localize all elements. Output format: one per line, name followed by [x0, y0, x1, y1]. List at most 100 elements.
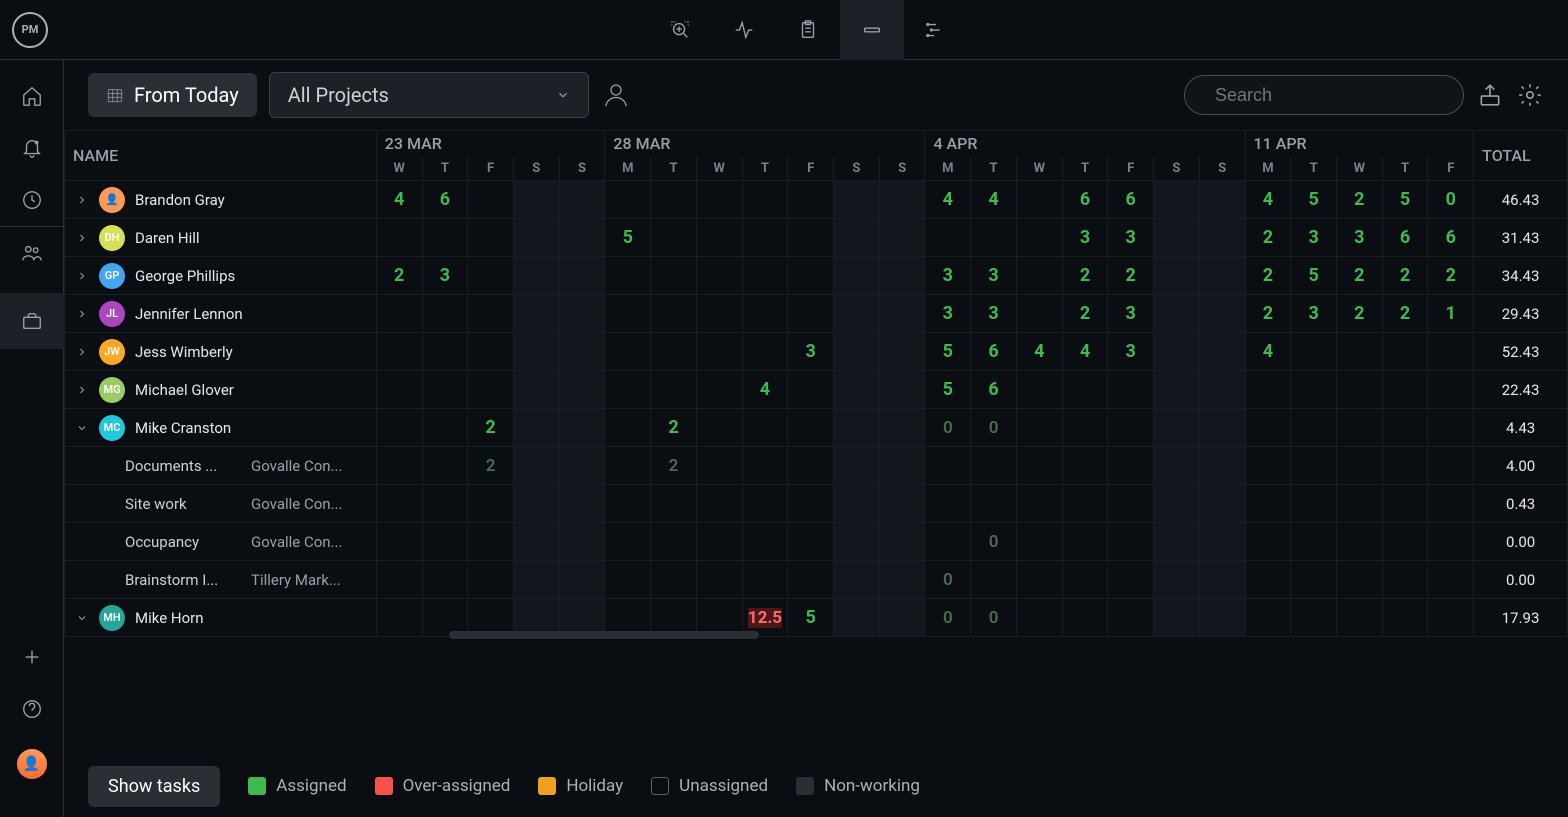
tab-gantt[interactable] — [904, 0, 968, 60]
workload-cell[interactable] — [468, 485, 514, 523]
workload-cell[interactable] — [605, 257, 651, 295]
workload-cell[interactable] — [1291, 561, 1337, 599]
workload-cell[interactable] — [422, 523, 468, 561]
workload-cell[interactable] — [1245, 599, 1291, 637]
workload-cell[interactable]: 2 — [1336, 181, 1382, 219]
workload-cell[interactable] — [651, 371, 697, 409]
workload-cell[interactable] — [788, 523, 834, 561]
workload-cell[interactable] — [879, 295, 925, 333]
expand-toggle[interactable] — [75, 270, 89, 282]
workload-cell[interactable] — [1016, 523, 1062, 561]
workload-cell[interactable] — [1245, 447, 1291, 485]
workload-cell[interactable]: 0 — [925, 599, 971, 637]
from-today-button[interactable]: From Today — [88, 73, 257, 117]
workload-cell[interactable] — [879, 599, 925, 637]
workload-cell[interactable] — [559, 485, 605, 523]
workload-cell[interactable] — [1428, 485, 1474, 523]
workload-cell[interactable]: 6 — [422, 181, 468, 219]
workload-cell[interactable]: 0 — [971, 523, 1017, 561]
workload-cell[interactable] — [605, 181, 651, 219]
workload-cell[interactable] — [1199, 295, 1245, 333]
workload-cell[interactable]: 3 — [925, 257, 971, 295]
workload-cell[interactable] — [742, 181, 788, 219]
workload-cell[interactable]: 5 — [788, 599, 834, 637]
workload-cell[interactable] — [1428, 523, 1474, 561]
export-button[interactable] — [1476, 81, 1504, 109]
workload-cell[interactable] — [1154, 333, 1200, 371]
workload-cell[interactable] — [1245, 371, 1291, 409]
workload-cell[interactable] — [742, 333, 788, 371]
workload-cell[interactable] — [834, 485, 880, 523]
workload-cell[interactable] — [1016, 485, 1062, 523]
workload-cell[interactable] — [1154, 409, 1200, 447]
workload-cell[interactable] — [1336, 599, 1382, 637]
workload-cell[interactable] — [1154, 371, 1200, 409]
workload-cell[interactable] — [376, 485, 422, 523]
workload-cell[interactable] — [513, 333, 559, 371]
workload-cell[interactable] — [1291, 599, 1337, 637]
workload-cell[interactable]: 4 — [1245, 333, 1291, 371]
workload-cell[interactable]: 0 — [971, 599, 1017, 637]
workload-cell[interactable] — [1108, 523, 1154, 561]
workload-cell[interactable] — [376, 333, 422, 371]
workload-cell[interactable] — [834, 447, 880, 485]
workload-cell[interactable]: 4 — [742, 371, 788, 409]
workload-cell[interactable] — [696, 295, 742, 333]
workload-cell[interactable] — [1108, 599, 1154, 637]
workload-cell[interactable] — [605, 485, 651, 523]
workload-cell[interactable] — [1428, 599, 1474, 637]
workload-cell[interactable]: 3 — [1291, 295, 1337, 333]
workload-cell[interactable] — [1199, 485, 1245, 523]
workload-cell[interactable] — [1336, 523, 1382, 561]
workload-cell[interactable] — [1016, 181, 1062, 219]
workload-cell[interactable] — [422, 371, 468, 409]
workload-cell[interactable] — [559, 295, 605, 333]
workload-cell[interactable]: 6 — [1062, 181, 1108, 219]
workload-cell[interactable] — [1199, 181, 1245, 219]
workload-cell[interactable] — [1382, 371, 1428, 409]
workload-cell[interactable] — [651, 257, 697, 295]
workload-cell[interactable]: 2 — [1382, 257, 1428, 295]
workload-cell[interactable] — [879, 371, 925, 409]
workload-cell[interactable] — [605, 523, 651, 561]
workload-cell[interactable] — [1245, 409, 1291, 447]
workload-cell[interactable]: 3 — [971, 295, 1017, 333]
workload-cell[interactable] — [1199, 371, 1245, 409]
workload-cell[interactable] — [1016, 409, 1062, 447]
workload-cell[interactable] — [1062, 447, 1108, 485]
expand-toggle[interactable] — [75, 194, 89, 206]
workload-cell[interactable] — [422, 485, 468, 523]
search-input[interactable] — [1215, 85, 1447, 106]
workload-cell[interactable] — [1245, 485, 1291, 523]
workload-cell[interactable] — [376, 599, 422, 637]
workload-cell[interactable] — [422, 447, 468, 485]
clock-icon[interactable] — [20, 188, 44, 212]
workload-cell[interactable] — [651, 219, 697, 257]
workload-cell[interactable] — [651, 523, 697, 561]
workload-cell[interactable]: 5 — [925, 333, 971, 371]
workload-cell[interactable] — [788, 295, 834, 333]
workload-cell[interactable] — [1291, 409, 1337, 447]
workload-cell[interactable] — [1382, 333, 1428, 371]
workload-cell[interactable]: 3 — [422, 257, 468, 295]
workload-cell[interactable] — [422, 219, 468, 257]
workload-cell[interactable] — [879, 333, 925, 371]
workload-cell[interactable] — [696, 523, 742, 561]
workload-cell[interactable] — [513, 257, 559, 295]
expand-toggle[interactable] — [75, 232, 89, 244]
workload-cell[interactable] — [651, 333, 697, 371]
workload-cell[interactable]: 2 — [651, 447, 697, 485]
workload-cell[interactable] — [788, 561, 834, 599]
workload-cell[interactable] — [468, 257, 514, 295]
workload-cell[interactable] — [1336, 333, 1382, 371]
workload-cell[interactable] — [1428, 409, 1474, 447]
workload-cell[interactable] — [468, 295, 514, 333]
workload-cell[interactable] — [834, 219, 880, 257]
workload-cell[interactable] — [1291, 447, 1337, 485]
workload-cell[interactable]: 5 — [1382, 181, 1428, 219]
workload-cell[interactable] — [971, 561, 1017, 599]
workload-cell[interactable]: 2 — [468, 409, 514, 447]
workload-cell[interactable] — [1336, 371, 1382, 409]
workload-cell[interactable]: 2 — [1336, 257, 1382, 295]
expand-toggle[interactable] — [75, 384, 89, 396]
